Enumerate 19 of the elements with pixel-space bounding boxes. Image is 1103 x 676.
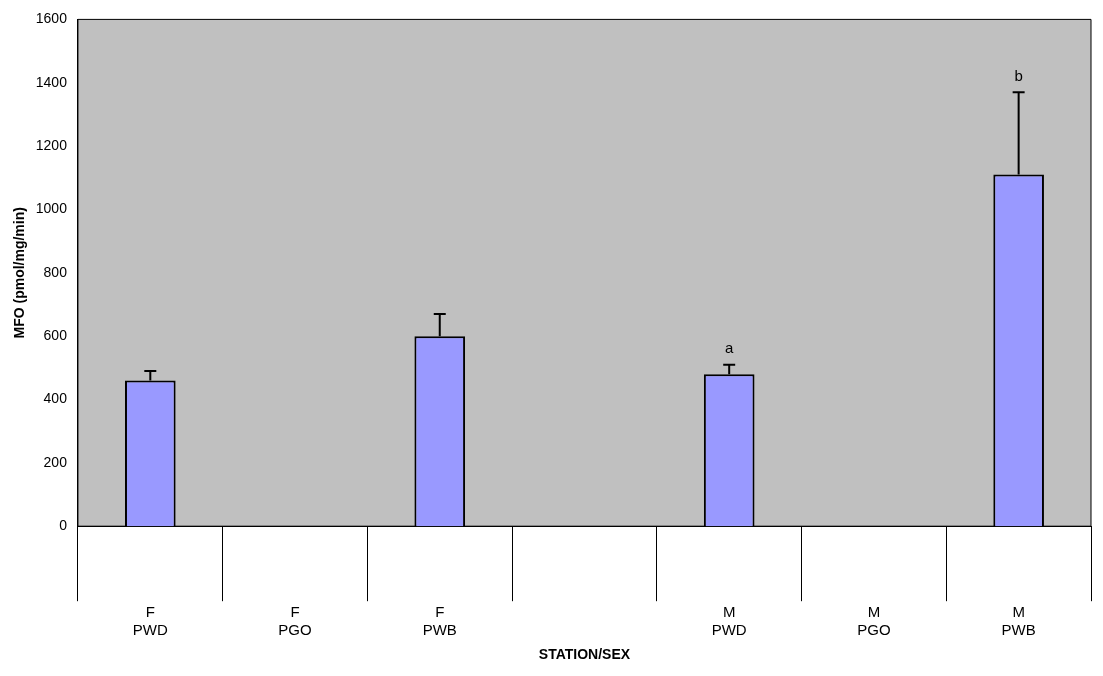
x-tick-label: F PGO bbox=[278, 603, 312, 639]
y-tick-label: 1600 bbox=[35, 10, 68, 27]
x-tick-label: F PWD bbox=[132, 603, 168, 639]
y-tick-label: 400 bbox=[43, 390, 68, 407]
y-axis-title: MFO (pmol/mg/min) bbox=[11, 207, 28, 339]
x-tick-label: F PWB bbox=[422, 603, 457, 639]
y-tick-label: 1400 bbox=[35, 73, 68, 90]
y-tick-label: 200 bbox=[43, 453, 68, 470]
x-tick-label: M PWD bbox=[711, 603, 747, 639]
y-tick-label: 1000 bbox=[35, 200, 68, 217]
y-tick-label: 800 bbox=[43, 263, 68, 280]
y-tick-label: 0 bbox=[59, 517, 68, 534]
annotation: b bbox=[1014, 66, 1023, 84]
x-tick-label: M PGO bbox=[857, 603, 891, 639]
y-tick-label: 1200 bbox=[35, 136, 68, 153]
y-tick-label: 600 bbox=[43, 327, 68, 344]
annotation: a bbox=[725, 339, 735, 357]
x-axis-title: STATION/SEX bbox=[538, 646, 631, 663]
x-tick-label: M PWB bbox=[1001, 603, 1036, 639]
